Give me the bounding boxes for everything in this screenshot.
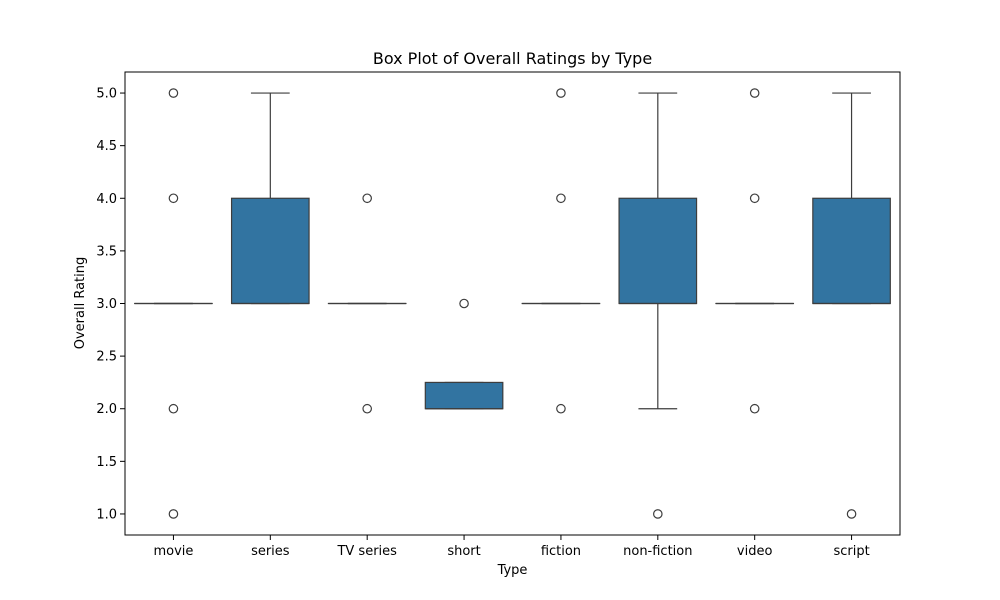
outlier-point — [168, 509, 179, 519]
y-tick-label: 3.5 — [96, 244, 117, 259]
outlier-point — [459, 298, 469, 309]
y-tick-label: 4.5 — [96, 139, 117, 154]
outlier-point — [168, 403, 179, 414]
outlier-point — [556, 193, 566, 204]
x-tick-label: series — [251, 544, 290, 559]
outlier-point — [362, 403, 372, 414]
y-tick-label: 3.0 — [96, 297, 117, 312]
outlier-point — [846, 509, 857, 519]
x-tick-label: fiction — [541, 544, 581, 559]
outlier-point — [749, 88, 760, 98]
x-tick-label: non-fiction — [623, 544, 692, 559]
x-axis-label: Type — [497, 563, 528, 578]
box-script — [812, 197, 891, 305]
outlier-point — [362, 193, 372, 204]
box-non-fiction — [618, 197, 698, 305]
y-tick-label: 4.0 — [96, 192, 117, 207]
outlier-point — [749, 193, 760, 204]
y-tick-label: 5.0 — [96, 87, 117, 102]
y-tick-label: 1.5 — [96, 455, 117, 470]
y-axis-label: Overall Rating — [73, 257, 88, 350]
y-tick-label: 2.0 — [96, 402, 117, 417]
y-tick-label: 1.0 — [96, 507, 117, 522]
outlier-point — [168, 193, 179, 204]
axes-frame — [124, 71, 901, 536]
outlier-point — [168, 88, 179, 98]
box-series — [230, 197, 310, 305]
box-short — [424, 381, 504, 410]
outlier-point — [653, 509, 663, 519]
plot-area: 1.0 1.5 2.0 2.5 3.0 3.5 4.0 4.5 5.0 movie series TV… — [96, 71, 901, 559]
x-tick-label: video — [737, 544, 773, 559]
outlier-point — [749, 403, 760, 414]
y-tick-label: 2.5 — [96, 350, 117, 365]
outlier-point — [556, 403, 566, 414]
x-tick-label: movie — [153, 544, 193, 559]
x-tick-label: short — [447, 544, 480, 559]
outlier-point — [556, 88, 566, 98]
chart-title: Box Plot of Overall Ratings by Type — [373, 49, 652, 68]
x-tick-label: script — [833, 544, 869, 559]
x-tick-label: TV series — [336, 544, 397, 559]
